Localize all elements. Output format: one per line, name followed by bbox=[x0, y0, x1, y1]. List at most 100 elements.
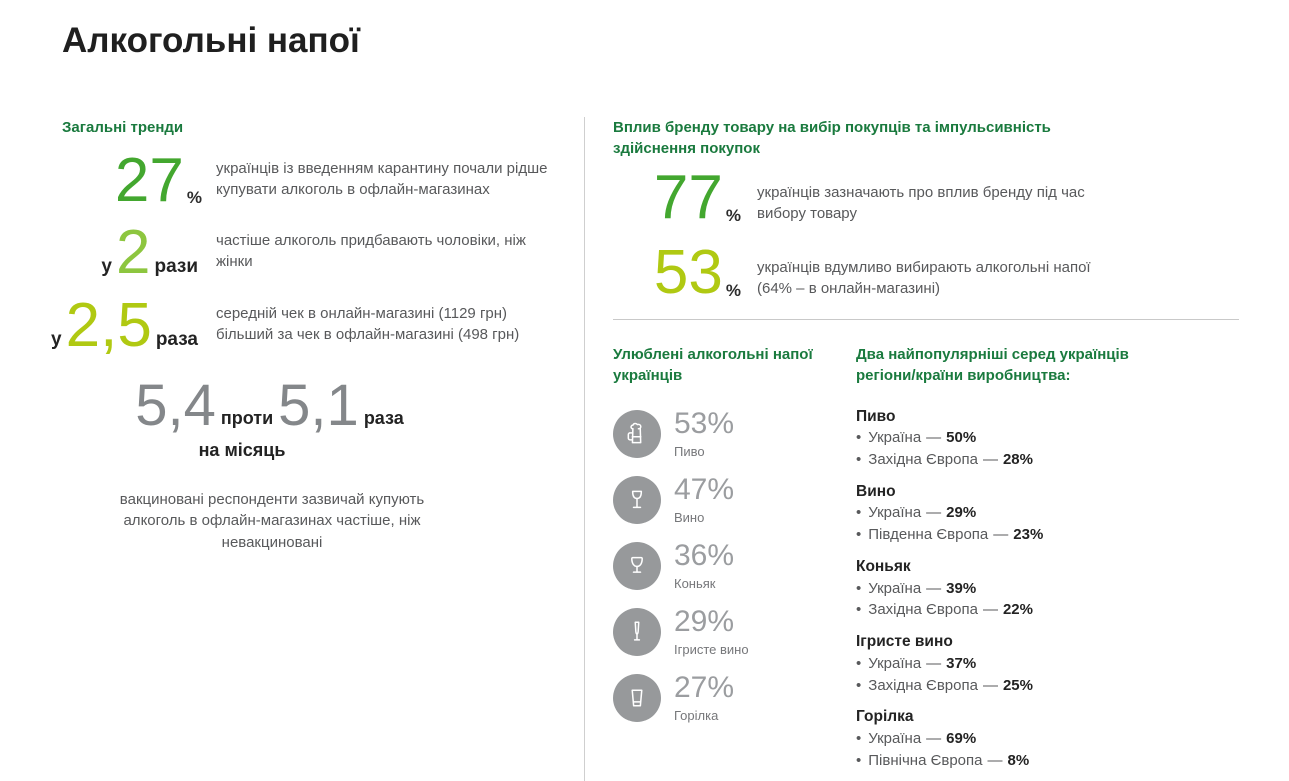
production-drink-name: Вино bbox=[856, 481, 1239, 503]
bullet: • bbox=[856, 677, 861, 694]
region-name: Україна bbox=[868, 730, 921, 747]
production-entry: • Україна — 50% bbox=[856, 427, 1239, 449]
production-entry: •Південна Європа—23% bbox=[856, 524, 1239, 546]
dash-separator: — bbox=[987, 752, 1002, 769]
list-item-beer: 53% Пиво bbox=[613, 410, 856, 459]
stat-offline-decline-text: українців із введенням карантину почали … bbox=[216, 156, 564, 207]
stat-unit: рази bbox=[154, 256, 198, 278]
stat-offline-decline-number: 27% bbox=[62, 156, 202, 207]
main-content: Загальні тренди 27% українців із введенн… bbox=[0, 117, 1289, 781]
production-group-sparkling-wine: Ігристе вино •Україна—37% •Західна Європ… bbox=[856, 631, 1239, 696]
dash-separator: — bbox=[926, 655, 941, 672]
stat-unit: раза bbox=[156, 329, 198, 351]
region-percent: 29% bbox=[946, 504, 976, 521]
dash-separator: — bbox=[983, 451, 998, 468]
production-regions-section: Два найпопулярніші серед українців регіо… bbox=[856, 344, 1239, 781]
production-drink-name: Ігристе вино bbox=[856, 631, 1239, 653]
production-entry: •Україна—39% bbox=[856, 578, 1239, 600]
stat-value: 2 bbox=[116, 228, 150, 279]
dash-separator: — bbox=[983, 677, 998, 694]
region-name: Північна Європа bbox=[868, 752, 982, 769]
production-drink-name: Пиво bbox=[856, 406, 1239, 428]
monthly-unit: раза bbox=[364, 408, 404, 429]
stat-brand-influence-text: українців зазначають про вплив бренду пі… bbox=[757, 169, 1092, 224]
bullet: • bbox=[856, 526, 861, 543]
production-entry: • Україна — 69% bbox=[856, 728, 1239, 750]
percent-sign: % bbox=[187, 188, 202, 208]
cognac-glass-icon bbox=[613, 542, 661, 590]
page-title: Алкогольні напої bbox=[62, 22, 1289, 61]
bullet: • bbox=[856, 655, 861, 672]
brand-influence-section: Вплив бренду товару на вибір покупців та… bbox=[584, 117, 1289, 781]
section-divider bbox=[613, 319, 1239, 320]
region-name: Західна Європа bbox=[868, 451, 978, 468]
percent-sign: % bbox=[726, 206, 741, 226]
production-regions-heading: Два найпопулярніші серед українців регіо… bbox=[856, 344, 1191, 386]
list-item-vodka: 27% Горілка bbox=[613, 674, 856, 723]
wine-glass-icon bbox=[613, 476, 661, 524]
production-group-beer: Пиво • Україна — 50% • Західна Європа — 28% bbox=[856, 406, 1239, 471]
stat-value: 77 bbox=[654, 173, 723, 224]
production-entry: • Західна Європа — 28% bbox=[856, 449, 1239, 471]
beer-mug-icon bbox=[613, 410, 661, 458]
favorite-drinks-section: Улюблені алкогольні напої українців 53% … bbox=[613, 344, 856, 781]
stat-deliberate-choice-text: українців вдумливо вибирають алкогольні … bbox=[757, 244, 1092, 299]
stat-prefix: у bbox=[51, 329, 62, 351]
bullet: • bbox=[856, 504, 861, 521]
stat-offline-decline: 27% українців із введенням карантину поч… bbox=[62, 156, 564, 207]
production-entry: •Північна Європа—8% bbox=[856, 750, 1239, 772]
monthly-value-b: 5,1 bbox=[278, 382, 359, 430]
region-percent: 37% bbox=[946, 655, 976, 672]
monthly-vs-label: проти bbox=[221, 408, 273, 429]
favorite-percent: 53% bbox=[674, 409, 734, 439]
bullet: • bbox=[856, 580, 861, 597]
favorite-label: Горілка bbox=[674, 708, 734, 723]
bullet: • bbox=[856, 601, 861, 618]
stat-prefix: у bbox=[101, 256, 112, 278]
stat-brand-influence: 77% українців зазначають про вплив бренд… bbox=[613, 169, 1239, 224]
production-group-cognac: Коньяк •Україна—39% •Західна Європа—22% bbox=[856, 556, 1239, 621]
dash-separator: — bbox=[926, 730, 941, 747]
region-percent: 22% bbox=[1003, 601, 1033, 618]
dash-separator: — bbox=[926, 504, 941, 521]
list-item-wine: 47% Вино bbox=[613, 476, 856, 525]
production-group-wine: Вино • Україна — 29% •Південна Європа—23% bbox=[856, 481, 1239, 546]
bullet: • bbox=[856, 752, 861, 769]
production-entry: •Західна Європа—25% bbox=[856, 675, 1239, 697]
region-name: Україна bbox=[868, 580, 921, 597]
favorite-percent: 47% bbox=[674, 475, 734, 505]
bullet: • bbox=[856, 451, 861, 468]
monthly-period-label: на місяць bbox=[62, 440, 422, 461]
production-group-vodka: Горілка •Україна—69% •Північна Європа—8% bbox=[856, 706, 1239, 771]
stat-men-vs-women-text: частіше алкоголь придбавають чоловіки, н… bbox=[216, 228, 564, 279]
region-percent: 50% bbox=[946, 429, 976, 446]
stat-average-check-text: середній чек в онлайн-магазині (1129 грн… bbox=[216, 301, 564, 352]
dash-separator: — bbox=[983, 601, 998, 618]
shot-glass-icon bbox=[613, 674, 661, 722]
drinks-subsections: Улюблені алкогольні напої українців 53% … bbox=[613, 344, 1239, 781]
stat-brand-influence-number: 77% bbox=[613, 169, 741, 224]
brand-influence-heading: Вплив бренду товару на вибір покупців та… bbox=[613, 117, 1093, 159]
dash-separator: — bbox=[926, 429, 941, 446]
favorite-percent: 29% bbox=[674, 607, 749, 637]
region-name: Україна bbox=[868, 504, 921, 521]
production-drink-name: Горілка bbox=[856, 706, 1239, 728]
percent-sign: % bbox=[726, 281, 741, 301]
bullet: • bbox=[856, 429, 861, 446]
general-trends-heading: Загальні тренди bbox=[62, 117, 564, 138]
region-percent: 25% bbox=[1003, 677, 1033, 694]
bullet: • bbox=[856, 730, 861, 747]
region-name: Україна bbox=[868, 429, 921, 446]
region-percent: 28% bbox=[1003, 451, 1033, 468]
production-entry: • Україна — 29% bbox=[856, 502, 1239, 524]
production-entry: •Західна Європа—22% bbox=[856, 599, 1239, 621]
region-percent: 69% bbox=[946, 730, 976, 747]
list-item-sparkling-wine: 29% Ігристе вино bbox=[613, 608, 856, 657]
region-percent: 23% bbox=[1013, 526, 1043, 543]
favorite-label: Коньяк bbox=[674, 576, 734, 591]
